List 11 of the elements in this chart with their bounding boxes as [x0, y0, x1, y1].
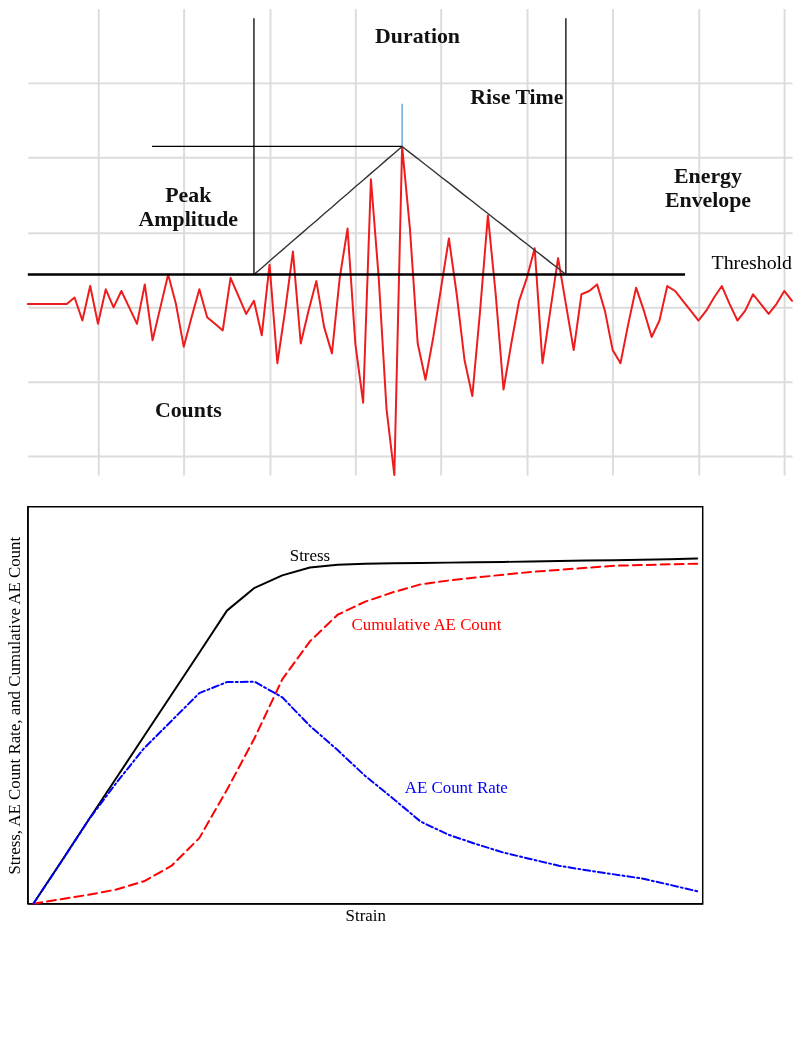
text: Rise Time [470, 85, 564, 110]
text: Duration [375, 24, 461, 49]
series-label: Stress [289, 545, 331, 565]
y-axis-title: Stress, AE Count Rate, and Cumulative AE Count [5, 536, 25, 875]
annotation: Energy Envelope [664, 164, 752, 213]
x-axis-title: Strain [345, 906, 387, 926]
series-label: Cumulative AE Count [351, 614, 502, 634]
ref-line-label: Threshold [711, 250, 793, 273]
annotation: Counts [154, 397, 222, 422]
series-label: AE Count Rate [404, 778, 508, 798]
annotation: Peak Amplitude [138, 182, 239, 231]
